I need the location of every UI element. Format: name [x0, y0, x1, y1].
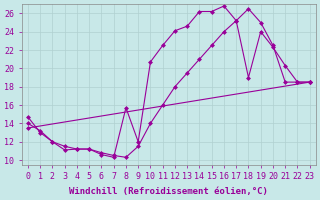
X-axis label: Windchill (Refroidissement éolien,°C): Windchill (Refroidissement éolien,°C)	[69, 187, 268, 196]
